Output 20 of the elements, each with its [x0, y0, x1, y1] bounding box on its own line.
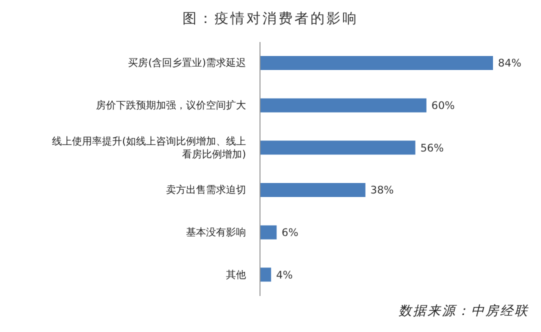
y-tick-label: 基本没有影响 — [186, 226, 246, 238]
y-tick-label: 房价下跌预期加强，议价空间扩大 — [96, 99, 246, 111]
data-label: 56% — [420, 142, 444, 154]
data-label: 84% — [498, 58, 522, 70]
chart-title: 图：疫情对消费者的影响 — [182, 10, 360, 29]
bar — [260, 98, 426, 112]
bar — [260, 268, 272, 282]
bar — [260, 56, 493, 70]
y-tick-label: 买房(含回乡置业)需求延迟 — [128, 56, 246, 69]
data-label: 60% — [431, 100, 455, 112]
y-tick-label: 卖方出售需求迫切 — [166, 184, 246, 196]
data-label: 4% — [276, 269, 293, 282]
bar — [260, 225, 277, 240]
bar — [260, 140, 416, 155]
bar — [260, 183, 366, 197]
source-note: 数据来源：中房经联 — [398, 303, 529, 320]
data-label: 38% — [370, 184, 394, 197]
y-tick-label: 线上使用率提升(如线上咨询比例增加、线上看房比例增加) — [52, 134, 246, 160]
data-label: 6% — [282, 227, 298, 240]
y-tick-label: 其他 — [226, 268, 246, 280]
